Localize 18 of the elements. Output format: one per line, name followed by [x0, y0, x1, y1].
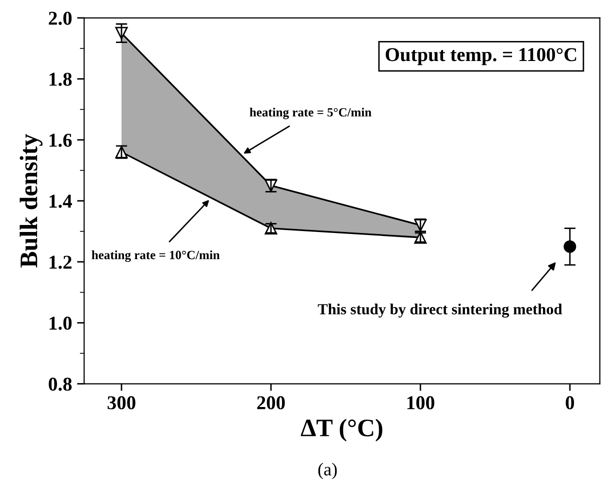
annotation: This study by direct sintering method — [318, 304, 562, 318]
x-tick-label: 0 — [566, 396, 574, 410]
text: (a) — [318, 462, 337, 480]
y-tick-label: 1.8 — [50, 72, 72, 86]
text: heating rate = 5°C/min — [250, 108, 372, 120]
x-tick-label: 200 — [257, 396, 285, 410]
y-tick-label: 1.6 — [50, 134, 72, 147]
annotation: Output temp. = 1100°C — [386, 48, 576, 66]
x-tick-label: 300 — [108, 396, 136, 410]
y-tick-label: 1.2 — [50, 256, 72, 269]
x-axis-title: ΔT (°C) — [300, 418, 382, 442]
y-tick-label: 1.4 — [50, 194, 72, 208]
x-tick-label: 100 — [407, 396, 434, 410]
y-axis-title: Bulk density — [20, 134, 42, 268]
y-tick-label: 1.0 — [50, 316, 72, 330]
text: heating rate = 10°C/min — [92, 250, 220, 262]
y-tick-label: 2.0 — [48, 12, 72, 25]
y-tick-label: 0.8 — [48, 378, 72, 391]
